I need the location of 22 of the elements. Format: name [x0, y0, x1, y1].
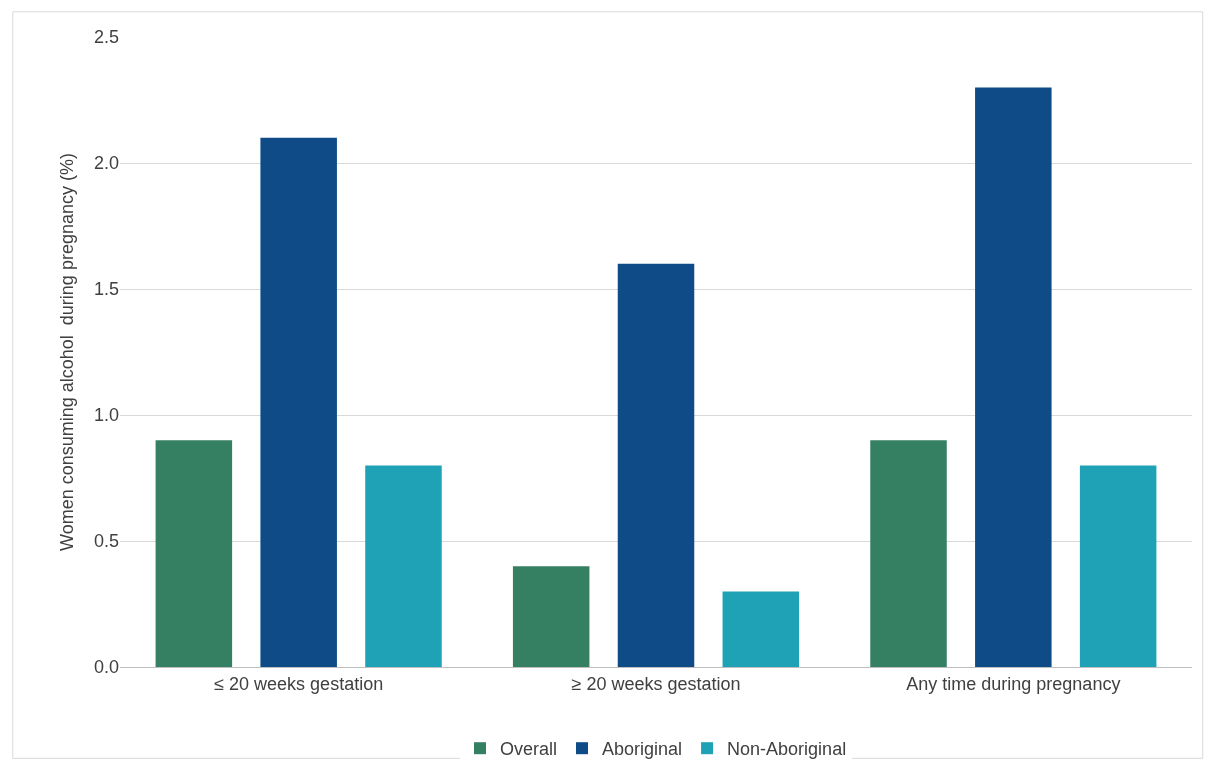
bar	[155, 440, 233, 667]
y-tick-label: 2.5	[93, 27, 119, 48]
bar	[975, 87, 1052, 667]
bar	[260, 137, 337, 667]
y-tick-label: 0.5	[93, 531, 119, 552]
bar	[617, 263, 695, 667]
legend-label: Aboriginal	[602, 739, 683, 760]
x-tick-label: ≤ 20 weeks gestation	[214, 673, 384, 694]
y-tick-label: 1.0	[93, 405, 119, 426]
y-tick-label: 2.0	[93, 153, 119, 174]
y-tick-label: 0.0	[93, 657, 119, 678]
bar	[870, 440, 947, 667]
legend-label: Overall	[500, 739, 558, 760]
bar	[1079, 465, 1157, 667]
bar	[365, 465, 442, 667]
bar	[512, 566, 590, 667]
y-axis-title: Women consuming alcohol during pregnancy (%)	[57, 153, 78, 551]
legend-label: Non-Aboriginal	[727, 739, 847, 760]
bar	[722, 591, 800, 667]
y-tick-label: 1.5	[93, 279, 119, 300]
x-tick-label: ≥ 20 weeks gestation	[571, 673, 741, 694]
x-tick-label: Any time during pregnancy	[906, 673, 1121, 694]
